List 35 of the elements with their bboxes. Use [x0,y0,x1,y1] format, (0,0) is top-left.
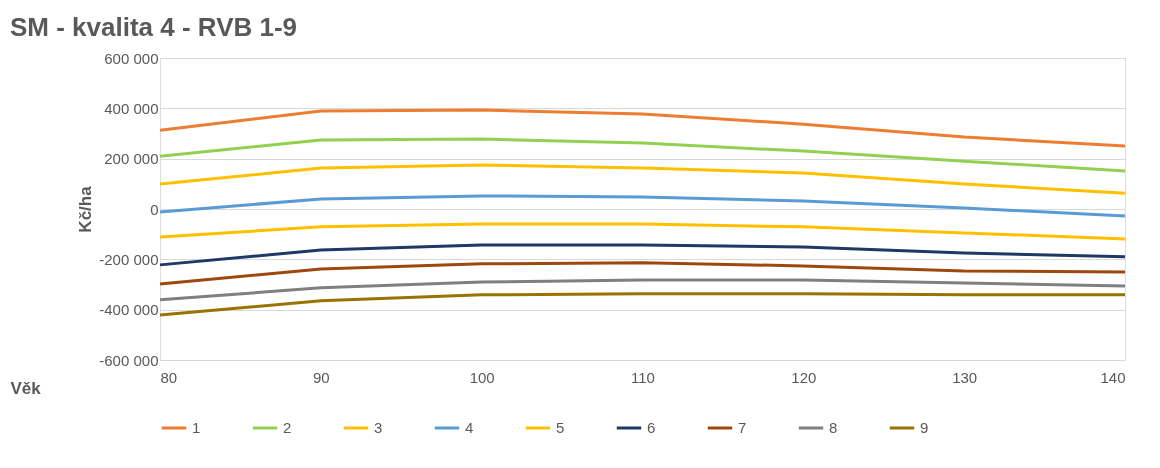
x-axis-title: Věk [10,378,42,398]
legend-label: 1 [192,419,201,436]
y-tick-label: -600 000 [99,351,159,369]
line-series [158,137,1127,173]
chart-title: SM - kvalita 4 - RVB 1-9 [10,12,298,42]
legend-label: 2 [283,419,292,436]
x-tick-label: 130 [952,368,978,386]
line-series [158,261,1127,286]
y-axis-title: Kč/ha [76,185,96,233]
legend-label: 6 [647,419,656,436]
legend-label: 4 [465,419,474,436]
x-tick-label: 140 [1100,368,1126,386]
y-tick-label: 600 000 [104,49,159,67]
y-tick-label: 0 [150,200,159,218]
legend-label: 9 [920,419,929,436]
line-series [158,292,1127,317]
legend-label: 7 [738,419,747,436]
legend-label: 8 [829,419,838,436]
x-tick-label: 80 [160,368,178,386]
y-tick-label: -200 000 [99,250,159,268]
line-series [158,194,1127,218]
x-tick-label: 110 [631,368,655,386]
y-tick-label: 200 000 [104,150,159,168]
line-series [158,278,1127,302]
y-tick-label: 400 000 [104,99,159,117]
legend-label: 3 [374,419,383,436]
x-tick-label: 90 [312,368,330,386]
legend-label: 5 [556,419,565,436]
line-series [158,163,1127,195]
line-series [158,108,1127,148]
line-series [158,222,1127,241]
x-tick-label: 120 [791,368,817,386]
y-tick-label: -400 000 [99,301,159,319]
line-series [158,243,1127,267]
x-tick-label: 100 [469,368,495,386]
